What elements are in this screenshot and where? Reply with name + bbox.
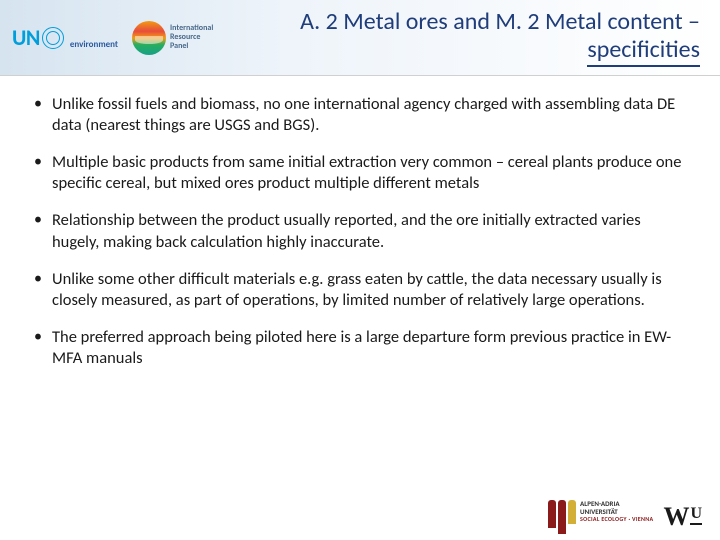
- bullet-item: The preferred approach being piloted her…: [30, 327, 690, 369]
- bullet-item: Relationship between the product usually…: [30, 210, 690, 252]
- title-area: A. 2 Metal ores and M. 2 Metal content –…: [213, 8, 708, 66]
- irp-logo: International Resource Panel: [132, 21, 213, 55]
- aau-text-block: ALPEN-ADRIA UNIVERSITÄT SOCIAL ECOLOGY ·…: [580, 500, 653, 523]
- wu-w-letter: W: [663, 504, 689, 530]
- un-text: UN: [12, 24, 40, 51]
- un-emblem-icon: [42, 27, 64, 49]
- slide-content: Unlike fossil fuels and biomass, no one …: [0, 76, 720, 393]
- slide-header: UN environment International Resource Pa…: [0, 0, 720, 76]
- irp-globe-icon: [132, 21, 166, 55]
- environment-label: environment: [70, 40, 118, 49]
- wu-u-letter: U: [690, 506, 702, 525]
- irp-text: International Resource Panel: [170, 24, 213, 50]
- bullet-item: Unlike some other difficult materials e.…: [30, 269, 690, 311]
- bullet-item: Unlike fossil fuels and biomass, no one …: [30, 94, 690, 136]
- wu-logo: W U: [663, 504, 702, 530]
- bullet-item: Multiple basic products from same initia…: [30, 152, 690, 194]
- slide-title: A. 2 Metal ores and M. 2 Metal content –…: [213, 8, 700, 66]
- footer-logos: ALPEN-ADRIA UNIVERSITÄT SOCIAL ECOLOGY ·…: [548, 500, 702, 534]
- un-environment-logo: UN: [12, 24, 64, 51]
- header-logos: UN environment International Resource Pa…: [12, 21, 213, 55]
- aau-logo: ALPEN-ADRIA UNIVERSITÄT SOCIAL ECOLOGY ·…: [548, 500, 653, 534]
- bullet-list: Unlike fossil fuels and biomass, no one …: [30, 94, 690, 369]
- aau-mark-icon: [548, 500, 576, 534]
